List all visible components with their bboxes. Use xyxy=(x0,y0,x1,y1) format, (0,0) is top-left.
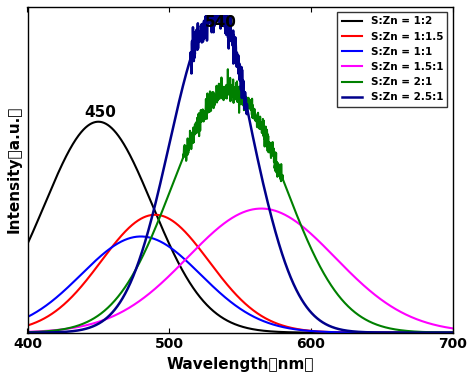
S:Zn = 2:1 xyxy=(438,330,443,335)
S:Zn = 2:1 xyxy=(360,315,365,320)
S:Zn = 1:2 xyxy=(95,119,101,124)
S:Zn = 1:1.5 xyxy=(438,330,443,335)
Line: S:Zn = 2.5:1: S:Zn = 2.5:1 xyxy=(27,16,453,333)
S:Zn = 1.5:1 xyxy=(25,330,30,334)
Line: S:Zn = 1.5:1: S:Zn = 1.5:1 xyxy=(27,208,453,332)
S:Zn = 1:1 xyxy=(46,301,52,305)
S:Zn = 1.5:1 xyxy=(46,328,52,333)
S:Zn = 1:2 xyxy=(438,330,443,335)
S:Zn = 1.5:1 xyxy=(360,282,365,287)
S:Zn = 1:2 xyxy=(25,241,30,246)
S:Zn = 1:1 xyxy=(138,234,144,239)
Line: S:Zn = 2:1: S:Zn = 2:1 xyxy=(27,69,453,332)
S:Zn = 1:1 xyxy=(232,302,237,307)
S:Zn = 1.5:1 xyxy=(450,326,456,330)
S:Zn = 2:1 xyxy=(450,330,456,335)
S:Zn = 2:1 xyxy=(25,330,30,335)
S:Zn = 1:1 xyxy=(438,330,443,335)
S:Zn = 2.5:1 xyxy=(438,330,443,335)
S:Zn = 1:1.5 xyxy=(232,291,237,295)
S:Zn = 1:2 xyxy=(360,330,365,335)
S:Zn = 2:1 xyxy=(225,67,231,72)
S:Zn = 1:2 xyxy=(220,316,226,321)
S:Zn = 1.5:1 xyxy=(231,215,237,219)
S:Zn = 1:1.5 xyxy=(25,323,30,328)
X-axis label: Wavelength（nm）: Wavelength（nm） xyxy=(166,357,314,372)
S:Zn = 2.5:1 xyxy=(46,330,52,335)
S:Zn = 2.5:1 xyxy=(438,330,443,335)
S:Zn = 1:1.5 xyxy=(46,313,52,318)
S:Zn = 2:1 xyxy=(220,87,226,92)
S:Zn = 1:1.5 xyxy=(152,213,158,217)
S:Zn = 1:1 xyxy=(438,330,443,335)
S:Zn = 2.5:1 xyxy=(220,21,226,25)
S:Zn = 1:2 xyxy=(438,330,443,335)
Text: 450: 450 xyxy=(84,105,116,120)
S:Zn = 1:1 xyxy=(220,293,226,298)
S:Zn = 1:1 xyxy=(450,330,456,335)
S:Zn = 2.5:1 xyxy=(360,330,365,334)
S:Zn = 1:1.5 xyxy=(438,330,443,335)
S:Zn = 1:2 xyxy=(232,322,237,326)
S:Zn = 1:2 xyxy=(450,330,456,335)
S:Zn = 1:2 xyxy=(46,191,52,196)
Text: 540: 540 xyxy=(205,15,237,30)
Line: S:Zn = 1:1: S:Zn = 1:1 xyxy=(27,236,453,333)
Line: S:Zn = 1:2: S:Zn = 1:2 xyxy=(27,122,453,333)
S:Zn = 1:1.5 xyxy=(450,330,456,335)
S:Zn = 2.5:1 xyxy=(232,48,237,52)
S:Zn = 1.5:1 xyxy=(438,324,443,329)
S:Zn = 1:1.5 xyxy=(220,277,226,282)
S:Zn = 2:1 xyxy=(46,329,52,333)
S:Zn = 1.5:1 xyxy=(258,206,264,211)
S:Zn = 1:1 xyxy=(25,315,30,319)
S:Zn = 2:1 xyxy=(438,330,443,335)
S:Zn = 2.5:1 xyxy=(203,14,209,19)
S:Zn = 2.5:1 xyxy=(450,330,456,335)
Y-axis label: Intensity（a.u.）: Intensity（a.u.） xyxy=(7,106,22,233)
Line: S:Zn = 1:1.5: S:Zn = 1:1.5 xyxy=(27,215,453,333)
S:Zn = 1.5:1 xyxy=(220,222,226,227)
S:Zn = 1:1 xyxy=(360,330,365,335)
S:Zn = 2.5:1 xyxy=(25,330,30,335)
S:Zn = 1:1.5 xyxy=(360,330,365,335)
S:Zn = 2:1 xyxy=(232,94,237,99)
S:Zn = 1.5:1 xyxy=(438,324,443,329)
Legend: S:Zn = 1:2, S:Zn = 1:1.5, S:Zn = 1:1, S:Zn = 1.5:1, S:Zn = 2:1, S:Zn = 2.5:1: S:Zn = 1:2, S:Zn = 1:1.5, S:Zn = 1:1, S:… xyxy=(337,12,447,106)
